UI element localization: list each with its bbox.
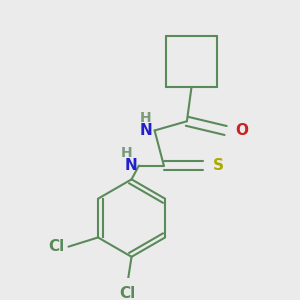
Text: N: N bbox=[124, 158, 137, 173]
Text: H: H bbox=[140, 111, 151, 124]
Text: S: S bbox=[213, 158, 224, 173]
Text: H: H bbox=[121, 146, 133, 160]
Text: O: O bbox=[235, 123, 248, 138]
Text: Cl: Cl bbox=[119, 286, 135, 300]
Text: Cl: Cl bbox=[49, 239, 65, 254]
Text: N: N bbox=[140, 123, 153, 138]
